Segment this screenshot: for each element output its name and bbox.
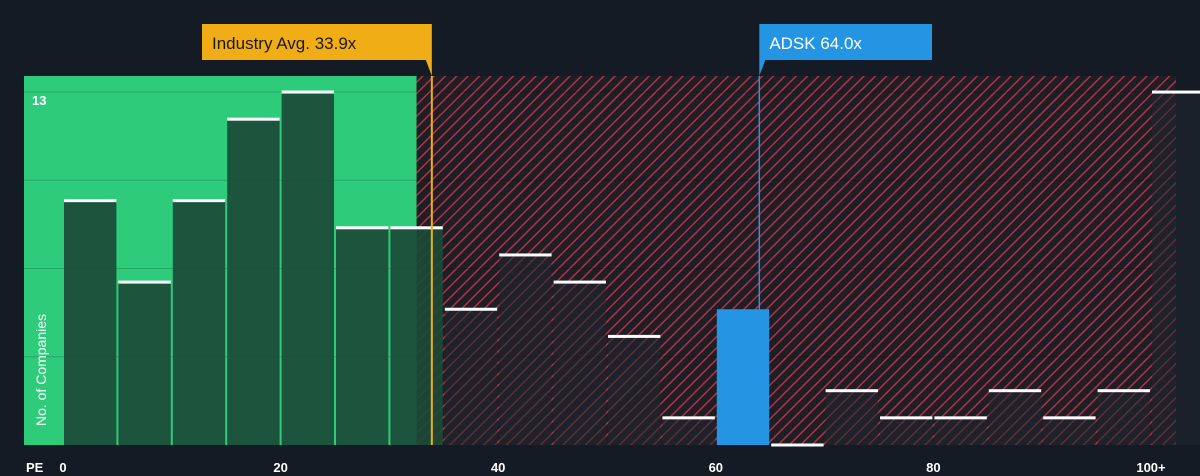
- bar-top-line: [64, 199, 117, 203]
- bar-top-line: [444, 307, 498, 311]
- bar-top-line: [281, 90, 334, 94]
- x-tick-label: 40: [491, 460, 505, 475]
- histogram-bar: [281, 92, 334, 446]
- x-tick-label: 60: [709, 460, 723, 475]
- histogram-bar: [934, 417, 987, 445]
- histogram-bar: [172, 200, 226, 445]
- histogram-bar: [336, 227, 389, 445]
- industry-average-label: Industry Avg. 33.9x: [212, 34, 357, 53]
- histogram-bar: [988, 390, 1042, 445]
- bar-top-line: [172, 199, 226, 203]
- x-tick-label: 20: [273, 460, 287, 475]
- histogram-bar: [390, 227, 443, 445]
- bar-top-line: [1097, 389, 1150, 393]
- histogram-bar: [1152, 92, 1200, 446]
- histogram-bar: [227, 119, 280, 445]
- bar-top-line: [1152, 90, 1200, 94]
- bar-top-line: [499, 253, 552, 257]
- x-axis-label: PE: [26, 460, 44, 475]
- histogram-bar: [608, 336, 661, 445]
- industry-average-callout: [202, 24, 432, 76]
- histogram-bar: [662, 417, 715, 445]
- histogram-bar: [499, 254, 552, 445]
- x-tick-label: 0: [59, 460, 66, 475]
- company-pe-label: ADSK 64.0x: [769, 34, 862, 53]
- bar-top-line: [118, 280, 171, 284]
- x-tick-label: 100+: [1136, 460, 1166, 475]
- bar-top-line: [336, 226, 389, 230]
- bar-top-line: [390, 226, 443, 230]
- histogram-bar: [1097, 390, 1150, 445]
- bar-top-line: [825, 389, 878, 393]
- histogram-bar: [553, 282, 606, 445]
- bar-top-line: [227, 117, 280, 121]
- bar-top-line: [934, 416, 987, 420]
- bar-top-line: [662, 416, 715, 420]
- y-max-label: 13: [32, 93, 46, 108]
- x-tick-label: 80: [926, 460, 940, 475]
- bar-top-line: [771, 443, 824, 447]
- bar-top-line: [1043, 416, 1096, 420]
- bar-top-line: [880, 416, 933, 420]
- company-pe-callout: [759, 24, 932, 76]
- bar-top-line: [608, 334, 661, 338]
- histogram-bar: [444, 309, 498, 445]
- bar-top-line: [988, 389, 1042, 393]
- histogram-bar: [880, 417, 933, 445]
- y-axis-label: No. of Companies: [33, 314, 49, 426]
- histogram-bar: [1043, 417, 1096, 445]
- histogram-bar: [118, 282, 171, 445]
- histogram-bar: [825, 390, 878, 445]
- histogram-bar: [716, 309, 770, 445]
- histogram-bar: [64, 200, 117, 445]
- bar-top-line: [553, 280, 606, 284]
